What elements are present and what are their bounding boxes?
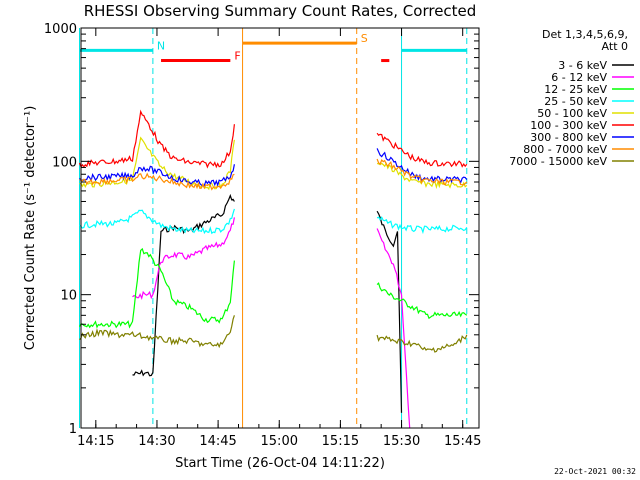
legend-label-5: 100 - 300 keV xyxy=(530,119,607,132)
x-tick-label-2: 14:45 xyxy=(199,434,236,449)
y-tick-label-0: 1 xyxy=(69,422,77,437)
x-tick-label-3: 15:00 xyxy=(261,434,298,449)
x-tick-label-5: 15:30 xyxy=(383,434,420,449)
series-line-5 xyxy=(78,109,468,169)
footer-date: 22-Oct-2021 00:32 xyxy=(554,467,636,476)
series-line-6 xyxy=(79,148,468,188)
plot-frame xyxy=(80,27,480,429)
legend-label-0: 3 - 6 keV xyxy=(558,59,607,72)
series-line-2 xyxy=(78,247,468,329)
flag-S-letter: S xyxy=(361,32,368,45)
legend-header-line-2: Att 0 xyxy=(602,40,628,53)
series-line-8 xyxy=(79,315,468,353)
flags-layer: N F S xyxy=(79,28,468,428)
legend-label-6: 300 - 800 keV xyxy=(530,131,607,144)
series-line-7 xyxy=(79,158,468,191)
series-line-3 xyxy=(79,208,468,235)
legend-label-8: 7000 - 15000 keV xyxy=(509,155,607,168)
flag-F-letter: F xyxy=(234,50,240,63)
series-line-4 xyxy=(79,136,468,191)
legend-label-1: 6 - 12 keV xyxy=(551,71,607,84)
x-tick-label-4: 15:15 xyxy=(322,434,359,449)
axes-layer: 14:15 14:30 14:45 15:00 15:15 15:30 15:45 1 10 10… xyxy=(44,22,482,449)
legend-label-7: 800 - 7000 keV xyxy=(523,143,607,156)
legend-label-4: 50 - 100 keV xyxy=(537,107,607,120)
series-layer xyxy=(78,109,468,429)
legend-label-3: 25 - 50 keV xyxy=(544,95,607,108)
legend-header-line-1: Det 1,3,4,5,6,9, xyxy=(542,28,628,41)
flag-N-letter: N xyxy=(157,39,165,52)
legend-label-2: 12 - 25 keV xyxy=(544,83,607,96)
chart-title: RHESSI Observing Summary Count Rates, Co… xyxy=(84,2,477,20)
y-tick-label-3: 1000 xyxy=(44,22,77,37)
x-tick-label-0: 14:15 xyxy=(77,434,114,449)
x-tick-label-6: 15:45 xyxy=(444,434,481,449)
y-tick-label-1: 10 xyxy=(60,289,77,304)
y-tick-label-2: 100 xyxy=(52,155,77,170)
y-axis-label: Corrected Count Rate (s⁻¹ detector⁻¹) xyxy=(23,106,38,351)
series-line-1 xyxy=(132,217,411,429)
x-tick-label-1: 14:30 xyxy=(138,434,175,449)
x-axis-label: Start Time (26-Oct-04 14:11:22) xyxy=(175,456,385,471)
